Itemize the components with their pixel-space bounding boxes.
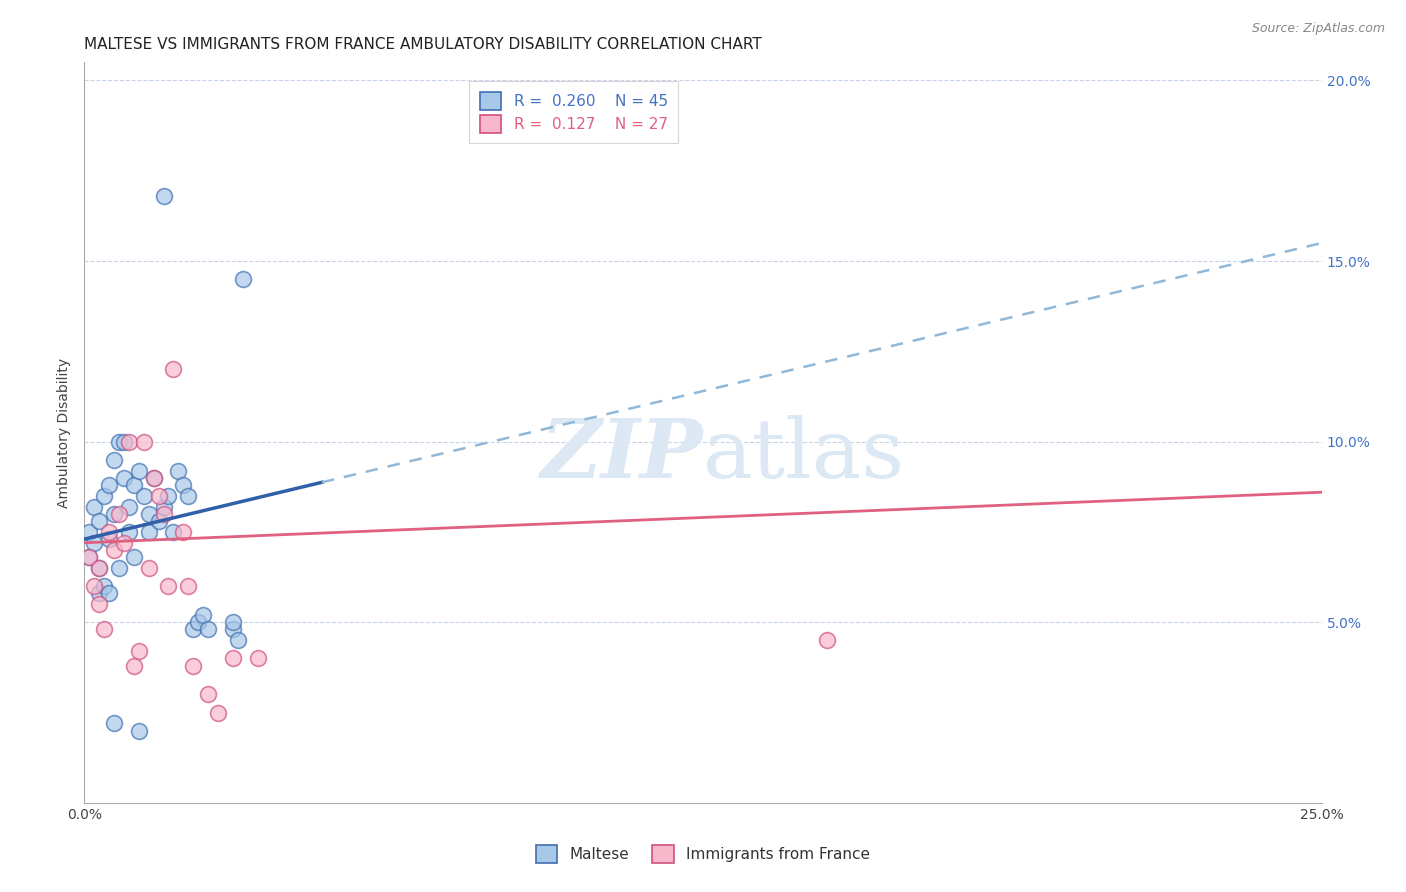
Point — [103, 452, 125, 467]
Point — [128, 723, 150, 738]
Point — [112, 471, 135, 485]
Point — [112, 434, 135, 449]
Point — [103, 716, 125, 731]
Point — [162, 524, 184, 539]
Point — [197, 688, 219, 702]
Point — [142, 471, 165, 485]
Point — [226, 633, 249, 648]
Point — [232, 272, 254, 286]
Point — [98, 586, 121, 600]
Point — [167, 464, 190, 478]
Point — [93, 623, 115, 637]
Point — [83, 579, 105, 593]
Point — [132, 434, 155, 449]
Point — [132, 489, 155, 503]
Point — [93, 579, 115, 593]
Text: ZIP: ZIP — [540, 415, 703, 495]
Point — [89, 597, 111, 611]
Point — [172, 478, 194, 492]
Point — [246, 651, 269, 665]
Point — [108, 507, 131, 521]
Point — [148, 489, 170, 503]
Point — [89, 561, 111, 575]
Point — [118, 434, 141, 449]
Point — [222, 615, 245, 630]
Text: atlas: atlas — [703, 415, 905, 495]
Point — [103, 543, 125, 558]
Point — [98, 478, 121, 492]
Point — [83, 535, 105, 549]
Point — [187, 615, 209, 630]
Point — [162, 362, 184, 376]
Point — [118, 524, 141, 539]
Point — [128, 644, 150, 658]
Point — [191, 607, 214, 622]
Point — [148, 514, 170, 528]
Point — [177, 489, 200, 503]
Legend: Maltese, Immigrants from France: Maltese, Immigrants from France — [530, 839, 876, 869]
Point — [152, 500, 174, 514]
Point — [157, 579, 180, 593]
Point — [83, 500, 105, 514]
Y-axis label: Ambulatory Disability: Ambulatory Disability — [58, 358, 72, 508]
Point — [128, 464, 150, 478]
Point — [197, 623, 219, 637]
Point — [108, 434, 131, 449]
Point — [118, 500, 141, 514]
Point — [98, 532, 121, 546]
Point — [79, 524, 101, 539]
Point — [103, 507, 125, 521]
Point — [112, 535, 135, 549]
Point — [172, 524, 194, 539]
Point — [122, 550, 145, 565]
Point — [222, 651, 245, 665]
Point — [152, 507, 174, 521]
Point — [98, 524, 121, 539]
Point — [93, 489, 115, 503]
Point — [142, 471, 165, 485]
Point — [157, 489, 180, 503]
Point — [79, 550, 101, 565]
Point — [79, 550, 101, 565]
Point — [177, 579, 200, 593]
Text: Source: ZipAtlas.com: Source: ZipAtlas.com — [1251, 22, 1385, 36]
Point — [108, 561, 131, 575]
Point — [122, 658, 145, 673]
Point — [152, 189, 174, 203]
Text: MALTESE VS IMMIGRANTS FROM FRANCE AMBULATORY DISABILITY CORRELATION CHART: MALTESE VS IMMIGRANTS FROM FRANCE AMBULA… — [84, 37, 762, 52]
Point — [122, 478, 145, 492]
Point — [138, 507, 160, 521]
Point — [89, 586, 111, 600]
Point — [181, 623, 204, 637]
Point — [89, 514, 111, 528]
Point — [207, 706, 229, 720]
Point — [138, 561, 160, 575]
Point — [815, 633, 838, 648]
Point — [181, 658, 204, 673]
Point — [89, 561, 111, 575]
Point — [138, 524, 160, 539]
Point — [222, 623, 245, 637]
